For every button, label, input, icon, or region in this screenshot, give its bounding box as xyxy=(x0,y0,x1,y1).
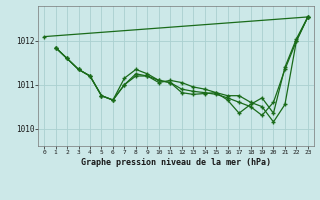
X-axis label: Graphe pression niveau de la mer (hPa): Graphe pression niveau de la mer (hPa) xyxy=(81,158,271,167)
